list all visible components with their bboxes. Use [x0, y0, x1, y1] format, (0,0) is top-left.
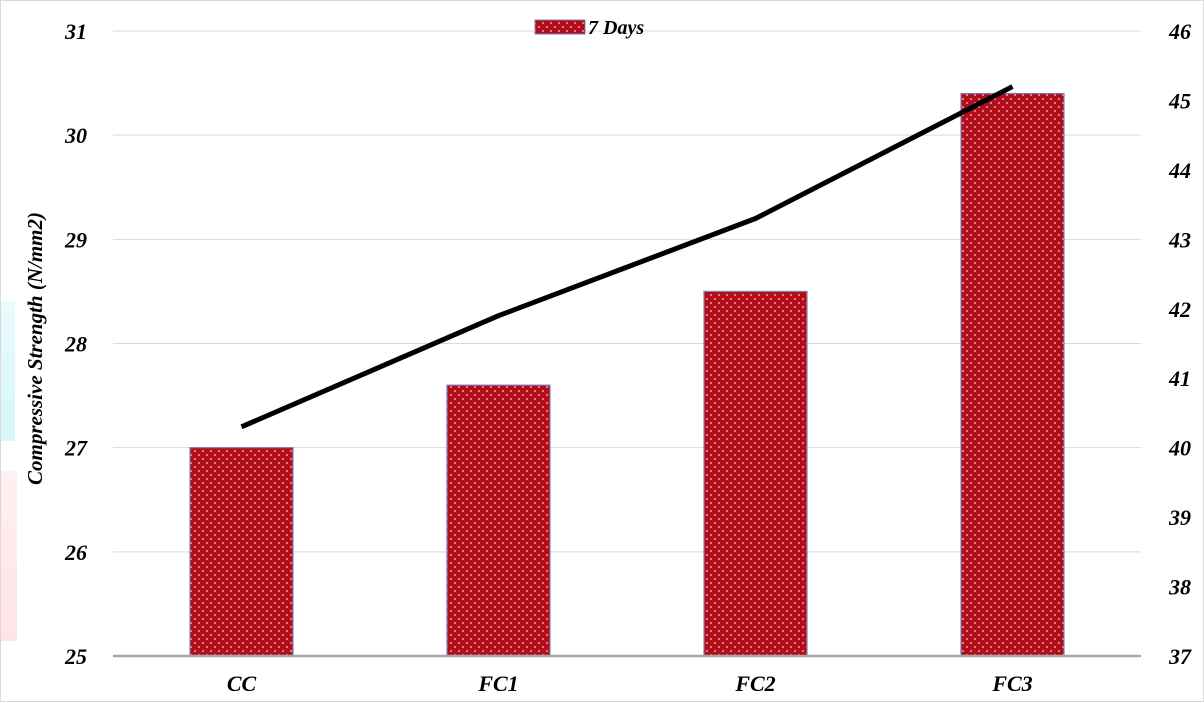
y-tick-label-right: 45: [1168, 88, 1191, 113]
line-series-path[interactable]: [240, 84, 1014, 430]
y-tick-label-right: 38: [1168, 575, 1191, 600]
y-tick-label-right: 42: [1168, 297, 1191, 322]
y-tick-label-right: 41: [1168, 366, 1191, 391]
x-tick-label: FC2: [734, 671, 775, 696]
y-axis-title: Compressive Strength (N/mm2): [23, 212, 47, 485]
watermark-pink: [1, 471, 17, 641]
bar-fc1[interactable]: [446, 384, 551, 657]
y-tick-label-right: 46: [1168, 19, 1191, 44]
bars: [189, 92, 1065, 657]
y-tick-label-right: 43: [1168, 227, 1191, 252]
y-tick-label-right: 40: [1168, 436, 1191, 461]
y-tick-label-left: 25: [64, 644, 87, 669]
watermark-cyan: [1, 301, 15, 441]
bar-cc[interactable]: [189, 447, 294, 657]
y-tick-label-left: 29: [64, 227, 87, 252]
line-series: [240, 84, 1014, 430]
y-tick-label-left: 30: [64, 123, 87, 148]
y-tick-label-left: 26: [64, 540, 87, 565]
legend-label: 7 Days: [588, 17, 644, 39]
bar-fc3[interactable]: [960, 92, 1065, 657]
y-tick-label-right: 37: [1168, 644, 1192, 669]
y-tick-label-left: 31: [64, 19, 87, 44]
bar-fc2[interactable]: [703, 290, 808, 657]
x-tick-label: FC3: [991, 671, 1032, 696]
y-tick-label-right: 44: [1168, 158, 1191, 183]
y-tick-label-left: 28: [64, 332, 87, 357]
x-tick-label: CC: [227, 671, 257, 696]
y-tick-label-right: 39: [1168, 505, 1191, 530]
legend[interactable]: 7 Days: [534, 17, 644, 39]
x-tick-label: FC1: [477, 671, 518, 696]
y-tick-label-left: 27: [64, 436, 88, 461]
tick-labels: 25 26 27 28 29 30 31 37 38 39 40 41 42 43 44 45 46 CC FC1 F…: [64, 19, 1192, 696]
legend-swatch: [534, 19, 586, 35]
